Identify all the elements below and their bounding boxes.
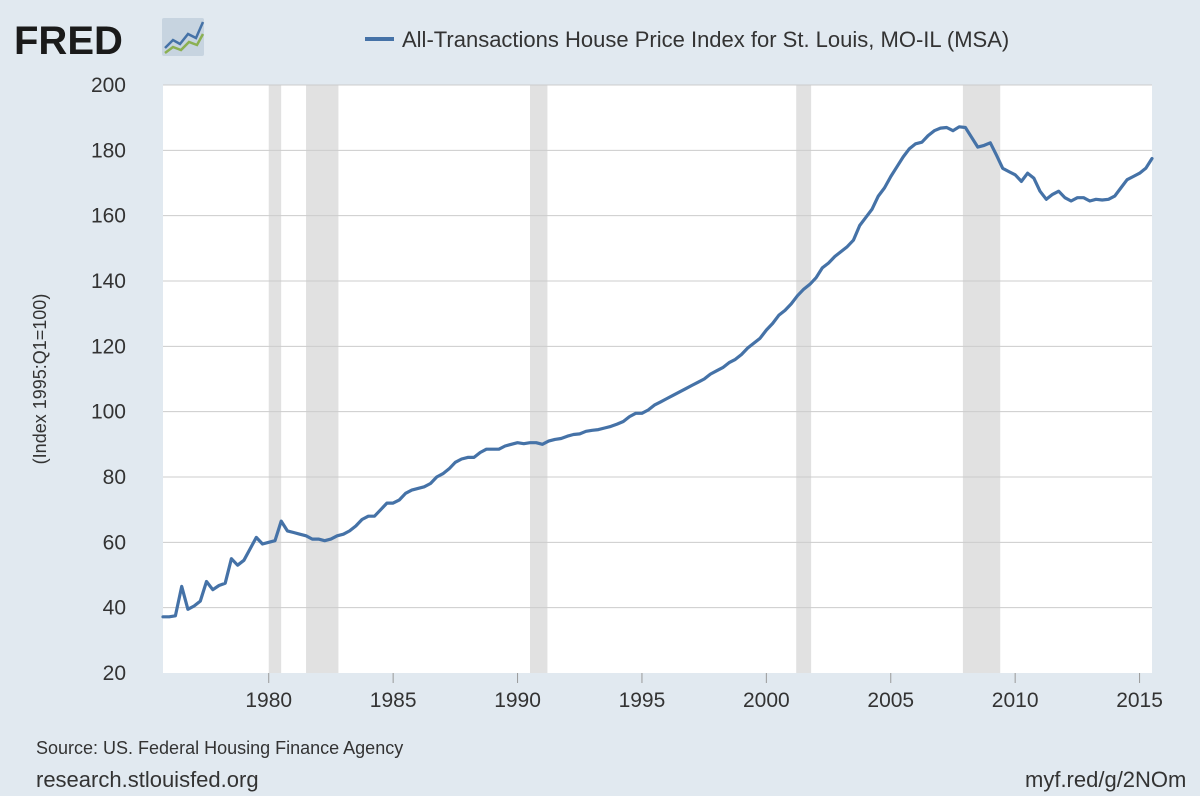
- series-line: [161, 125, 1154, 619]
- y-tick-label: 140: [91, 270, 126, 293]
- fred-logo-graph-icon: [162, 18, 205, 56]
- y-tick-label: 80: [103, 466, 126, 489]
- recession-band: [306, 85, 339, 673]
- x-tick-label: 1990: [494, 689, 541, 712]
- y-axis-ticks: 20 40 60 80 100 120 140 160 180 200: [91, 74, 126, 685]
- series-layer: [161, 125, 1154, 619]
- y-tick-label: 40: [103, 597, 126, 620]
- recession-band: [962, 85, 1001, 673]
- y-tick-label: 180: [91, 139, 126, 162]
- fred-logo: FRED: [14, 19, 123, 63]
- y-tick-label: 100: [91, 401, 126, 424]
- legend-label: All-Transactions House Price Index for S…: [402, 27, 1009, 52]
- recession-bands: [268, 85, 1001, 673]
- website-link[interactable]: research.stlouisfed.org: [36, 767, 259, 792]
- y-tick-label: 20: [103, 662, 126, 685]
- recession-band: [268, 85, 282, 673]
- y-axis-label: (Index 1995:Q1=100): [30, 294, 50, 465]
- y-tick-label: 120: [91, 335, 126, 358]
- x-axis-ticks: 1980 1985 1990 1995 2000 2005 2010 2015: [245, 673, 1163, 712]
- x-tick-label: 2015: [1116, 689, 1163, 712]
- source-text: Source: US. Federal Housing Finance Agen…: [36, 738, 403, 758]
- x-tick-label: 1985: [370, 689, 417, 712]
- x-tick-label: 2000: [743, 689, 790, 712]
- gridlines: [163, 84, 1152, 609]
- y-tick-label: 160: [91, 205, 126, 228]
- recession-band: [529, 85, 548, 673]
- y-tick-label: 60: [103, 531, 126, 554]
- x-tick-label: 2010: [992, 689, 1039, 712]
- recession-band: [796, 85, 812, 673]
- x-tick-label: 1980: [245, 689, 292, 712]
- x-tick-label: 2005: [867, 689, 914, 712]
- y-tick-label: 200: [91, 74, 126, 97]
- x-tick-label: 1995: [619, 689, 666, 712]
- short-url-link[interactable]: myf.red/g/2NOm: [1025, 767, 1186, 792]
